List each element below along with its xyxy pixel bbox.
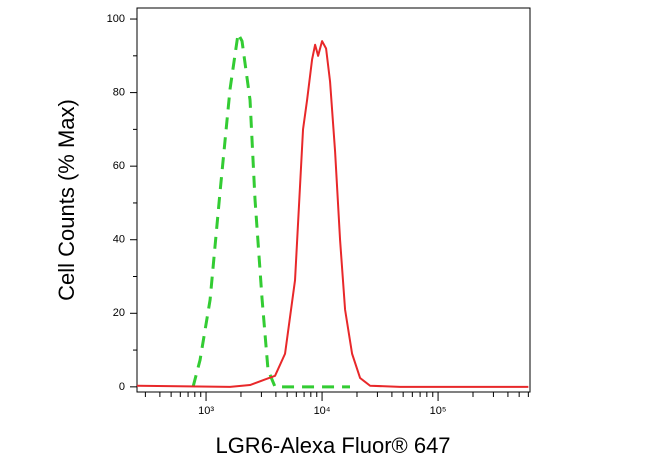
x-tick-label: 10³ [198, 405, 214, 417]
y-tick-label: 40 [113, 234, 125, 246]
y-axis-title: Cell Counts (% Max) [54, 99, 79, 301]
plot-frame [136, 7, 531, 393]
x-axis-title: LGR6-Alexa Fluor® 647 [215, 433, 450, 458]
y-tick-label: 60 [113, 160, 125, 172]
y-tick-label: 80 [113, 87, 125, 99]
x-tick-label: 10⁴ [314, 405, 331, 417]
x-tick-label: 10⁵ [430, 405, 447, 417]
series-line [191, 32, 350, 389]
series-line [136, 40, 529, 388]
y-tick-label: 0 [119, 381, 125, 393]
y-tick-label: 20 [113, 307, 125, 319]
y-tick-label: 100 [107, 13, 125, 25]
